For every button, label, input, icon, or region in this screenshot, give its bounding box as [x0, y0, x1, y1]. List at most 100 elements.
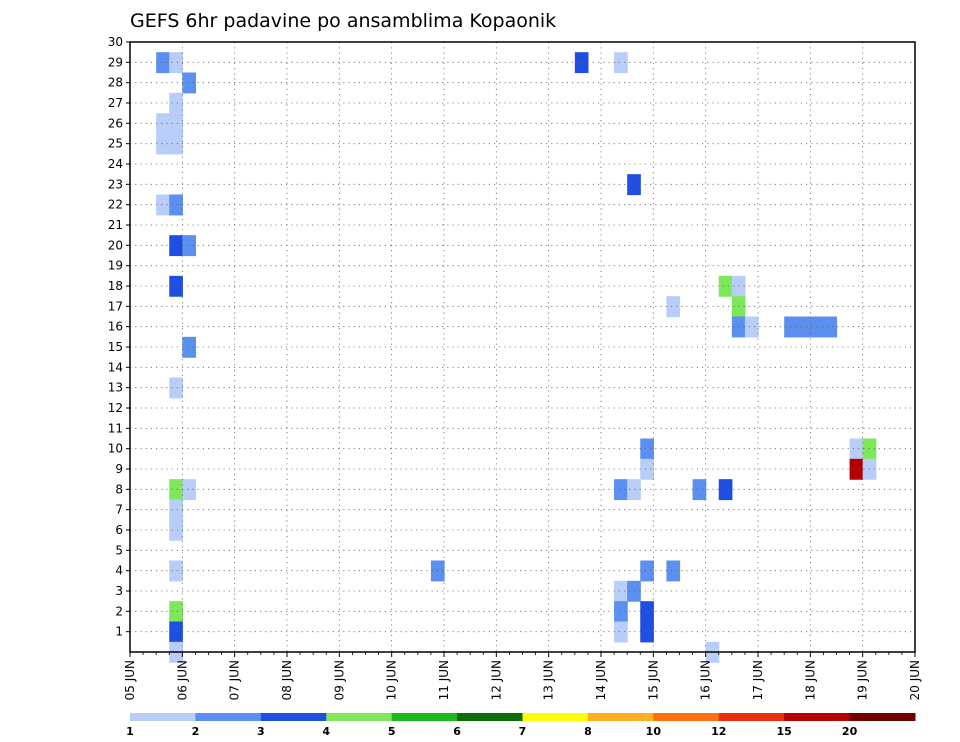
x-tick-label: 12 JUN: [489, 660, 503, 700]
gridlines: [130, 42, 915, 652]
heatmap-cells: [156, 52, 877, 663]
heatmap-cell: [169, 601, 183, 623]
y-tick-label: 4: [115, 564, 123, 578]
colorbar-segment: [849, 713, 916, 721]
x-tick-label: 13 JUN: [542, 660, 556, 700]
y-tick-label: 5: [115, 543, 123, 557]
y-tick-label: 3: [115, 584, 123, 598]
x-axis: 05 JUN 06 JUN 07 JUN 08 JUN 09 JUN 10 JUN 11 J…: [123, 652, 922, 700]
heatmap-cell: [640, 601, 654, 623]
colorbar-label: 20: [842, 725, 858, 738]
y-tick-label: 8: [115, 482, 123, 496]
heatmap-cell: [156, 133, 170, 155]
y-tick-label: 26: [108, 116, 123, 130]
x-tick-label: 20 JUN: [908, 660, 922, 700]
colorbar-label: 8: [584, 725, 592, 738]
heatmap-cell: [169, 52, 183, 74]
colorbar-label: 12: [711, 725, 726, 738]
heatmap-cell: [182, 336, 197, 358]
x-tick-label: 05 JUN: [123, 660, 137, 700]
y-tick-label: 18: [108, 279, 123, 293]
heatmap-cell: [718, 275, 733, 297]
y-tick-label: 21: [108, 218, 123, 232]
heatmap-cell: [849, 438, 864, 460]
heatmap-cell: [169, 275, 183, 297]
heatmap-cell: [692, 479, 707, 501]
heatmap-cell: [614, 580, 628, 602]
x-tick-label: 15 JUN: [646, 660, 660, 700]
heatmap-cell: [614, 479, 628, 501]
colorbar-segment: [326, 713, 393, 721]
x-tick-label: 10 JUN: [385, 660, 399, 700]
x-tick-label: 06 JUN: [175, 660, 189, 700]
colorbar-segment: [260, 713, 327, 721]
y-axis: 1234567891011121314151617181920212223242…: [108, 35, 130, 639]
heatmap-cell: [640, 438, 654, 460]
heatmap-cell: [182, 479, 197, 501]
heatmap-cell: [640, 621, 654, 643]
colorbar-label: 10: [646, 725, 662, 738]
y-tick-label: 24: [108, 157, 123, 171]
colorbar-label: 3: [257, 725, 265, 738]
y-tick-label: 25: [108, 137, 123, 151]
x-tick-label: 18 JUN: [803, 660, 817, 700]
heatmap-cell: [640, 458, 654, 480]
x-tick-label: 19 JUN: [856, 660, 870, 700]
y-tick-label: 17: [108, 299, 123, 313]
y-tick-label: 15: [108, 340, 123, 354]
colorbar-segment: [784, 713, 851, 721]
heatmap-cell: [169, 113, 183, 135]
heatmap-cell: [627, 479, 641, 501]
colorbar-segment: [587, 713, 654, 721]
colorbar-segment: [653, 713, 720, 721]
x-tick-label: 07 JUN: [228, 660, 242, 700]
x-tick-label: 14 JUN: [594, 660, 608, 700]
y-tick-label: 22: [108, 198, 123, 212]
y-tick-label: 27: [108, 96, 123, 110]
heatmap-cell: [156, 194, 170, 216]
heatmap-cell: [627, 580, 641, 602]
y-tick-label: 19: [108, 259, 123, 273]
heatmap-cell: [169, 133, 183, 155]
x-tick-label: 17 JUN: [751, 660, 765, 700]
y-tick-label: 20: [108, 238, 123, 252]
y-tick-label: 28: [108, 76, 123, 90]
colorbar-segment: [457, 713, 523, 721]
heatmap-cell: [574, 52, 589, 74]
x-tick-label: 09 JUN: [332, 660, 346, 700]
colorbar-segment: [522, 713, 589, 721]
y-tick-label: 1: [115, 625, 123, 639]
heatmap-cell: [797, 316, 811, 338]
y-tick-label: 13: [108, 381, 123, 395]
colorbar-label: 6: [453, 725, 461, 738]
heatmap-cell: [744, 316, 759, 338]
y-tick-label: 2: [115, 604, 123, 618]
y-tick-label: 11: [108, 421, 123, 435]
colorbar-label: 5: [388, 725, 396, 738]
heatmap-cell: [849, 458, 864, 480]
x-tick-label: 08 JUN: [280, 660, 294, 700]
colorbar-label: 1: [126, 725, 134, 738]
colorbar-label: 15: [777, 725, 792, 738]
heatmap-cell: [169, 621, 183, 643]
chart-title: GEFS 6hr padavine po ansamblima Kopaonik: [130, 10, 556, 32]
heatmap-cell: [640, 560, 654, 582]
heatmap-cell: [169, 519, 183, 541]
x-tick-label: 16 JUN: [699, 660, 713, 700]
heatmap-cell: [169, 92, 183, 114]
heatmap-cell: [718, 479, 733, 501]
heatmap-cell: [666, 560, 681, 582]
heatmap-cell: [627, 174, 641, 196]
heatmap-cell: [614, 621, 628, 643]
colorbar-label: 2: [192, 725, 200, 738]
heatmap-cell: [169, 499, 183, 521]
y-tick-label: 6: [115, 523, 123, 537]
heatmap-cell: [169, 235, 183, 257]
heatmap-cell: [182, 235, 197, 257]
y-tick-label: 29: [108, 55, 123, 69]
colorbar-segment: [195, 713, 262, 721]
y-tick-label: 10: [108, 442, 123, 456]
colorbar-segment: [391, 713, 458, 721]
y-tick-label: 14: [108, 360, 123, 374]
